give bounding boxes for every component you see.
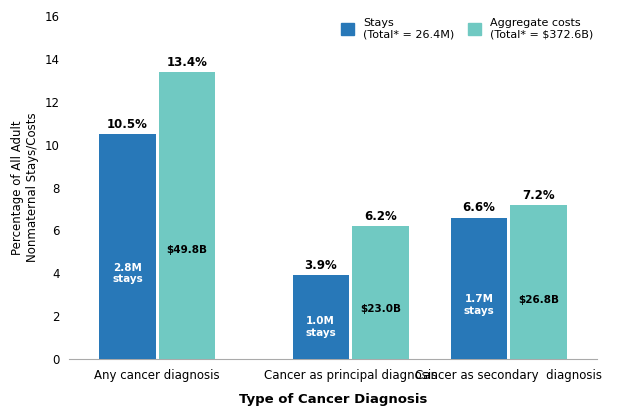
Text: 1.7M
stays: 1.7M stays <box>463 294 494 316</box>
Bar <box>510 205 567 359</box>
Bar <box>451 218 507 359</box>
Text: 1.0M
stays: 1.0M stays <box>306 317 336 338</box>
Text: $49.8B: $49.8B <box>166 245 207 255</box>
Text: 13.4%: 13.4% <box>166 55 207 69</box>
Text: 3.9%: 3.9% <box>304 259 337 272</box>
Text: 7.2%: 7.2% <box>522 188 555 201</box>
Text: 6.2%: 6.2% <box>364 210 397 223</box>
Bar <box>352 226 409 359</box>
Text: $26.8B: $26.8B <box>518 295 559 305</box>
X-axis label: Type of Cancer Diagnosis: Type of Cancer Diagnosis <box>239 393 427 406</box>
Text: 10.5%: 10.5% <box>107 118 148 131</box>
Bar <box>99 134 155 359</box>
Text: $23.0B: $23.0B <box>360 304 401 314</box>
Y-axis label: Percentage of All Adult
Nonmaternal Stays/Costs: Percentage of All Adult Nonmaternal Stay… <box>11 113 39 262</box>
Bar <box>159 72 215 359</box>
Legend: Stays
(Total* = 26.4M), Aggregate costs
(Total* = $372.6B): Stays (Total* = 26.4M), Aggregate costs … <box>337 15 596 43</box>
Text: 2.8M
stays: 2.8M stays <box>112 263 143 284</box>
Text: 6.6%: 6.6% <box>463 201 496 214</box>
Bar <box>292 276 349 359</box>
